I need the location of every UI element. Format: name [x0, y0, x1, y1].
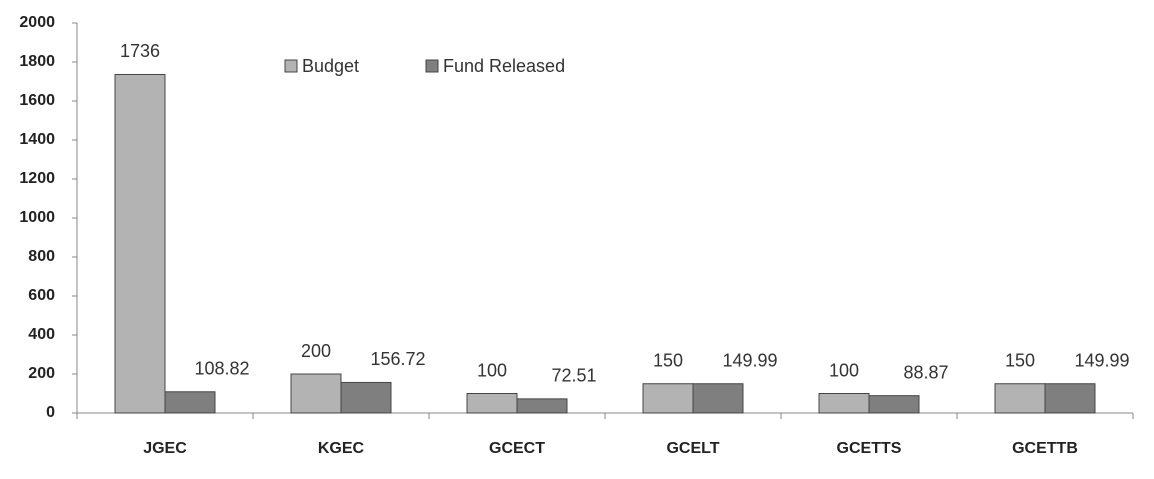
bar [516, 398, 568, 414]
bar [1044, 383, 1096, 414]
data-label: 100 [829, 360, 859, 380]
bar [466, 393, 518, 414]
x-tick-label: GCELT [666, 440, 719, 457]
bar [818, 393, 870, 414]
y-tick-label: 0 [46, 404, 55, 421]
data-label: 108.82 [194, 359, 249, 379]
data-label: 156.72 [370, 349, 425, 369]
data-label: 72.51 [551, 366, 596, 386]
y-tick-label: 1200 [19, 170, 55, 187]
x-tick-label: GCETTB [1012, 440, 1078, 457]
y-tick-label: 400 [28, 326, 55, 343]
legend-swatch [425, 59, 439, 73]
bar [164, 391, 216, 414]
bar [340, 381, 392, 414]
data-label: 149.99 [722, 351, 777, 371]
bar [642, 383, 694, 414]
y-tick-label: 2000 [19, 14, 55, 31]
y-tick-label: 600 [28, 287, 55, 304]
y-tick-label: 1000 [19, 209, 55, 226]
y-tick-label: 800 [28, 248, 55, 265]
legend-label: Fund Released [443, 56, 565, 76]
data-label: 150 [653, 351, 683, 371]
bar [692, 383, 744, 414]
y-tick-label: 1400 [19, 131, 55, 148]
legend-swatch [284, 59, 298, 73]
data-label: 88.87 [903, 362, 948, 382]
legend-label: Budget [302, 56, 359, 76]
data-label: 1736 [120, 41, 160, 61]
y-tick-label: 1600 [19, 92, 55, 109]
x-tick-label: GCETTS [837, 440, 902, 457]
data-label: 149.99 [1074, 351, 1129, 371]
y-tick-label: 200 [28, 365, 55, 382]
data-label: 200 [301, 341, 331, 361]
data-label: 100 [477, 360, 507, 380]
data-label: 150 [1005, 351, 1035, 371]
x-tick-label: GCECT [489, 440, 545, 457]
bar [290, 373, 342, 414]
bar [994, 383, 1046, 414]
y-tick-label: 1800 [19, 53, 55, 70]
x-tick-label: KGEC [318, 440, 365, 457]
bar [114, 73, 166, 414]
bar [868, 395, 920, 414]
x-tick-label: JGEC [143, 440, 187, 457]
